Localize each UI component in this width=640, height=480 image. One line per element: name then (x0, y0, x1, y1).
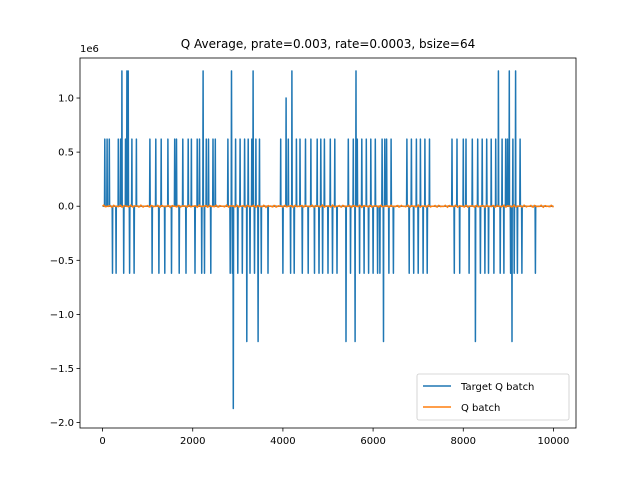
plot-frame (79, 57, 577, 429)
x-tick-label: 2000 (180, 436, 205, 447)
x-tick-label: 0 (99, 436, 105, 447)
y-tick-label: −1.5 (50, 364, 74, 375)
y-tick-label: −1.0 (50, 310, 74, 321)
y-tick-label: 1.0 (58, 94, 74, 105)
y-offset-label: 1e6 (80, 44, 99, 55)
y-tick-label: −2.0 (50, 418, 74, 429)
y-tick-label: 0.5 (58, 148, 74, 159)
series-layer (102, 70, 555, 410)
chart-title: Q Average, prate=0.003, rate=0.0003, bsi… (181, 37, 475, 51)
legend-box (416, 373, 570, 421)
x-axis: 0 2000 4000 6000 8000 10000 (99, 428, 569, 447)
x-tick-label: 6000 (360, 436, 385, 447)
x-tick-label: 8000 (451, 436, 476, 447)
x-tick-label: 4000 (270, 436, 295, 447)
y-tick-label: 0.0 (58, 202, 74, 213)
legend: Target Q batch Q batch (416, 373, 570, 421)
y-tick-label: −0.5 (50, 256, 74, 267)
legend-label-target-q-batch: Target Q batch (460, 382, 534, 393)
legend-label-q-batch: Q batch (461, 403, 500, 414)
y-axis: −2.0 −1.5 −1.0 −0.5 0.0 0.5 1.0 (50, 94, 80, 429)
x-tick-label: 10000 (538, 436, 570, 447)
series-line-q-batch (102, 204, 555, 209)
